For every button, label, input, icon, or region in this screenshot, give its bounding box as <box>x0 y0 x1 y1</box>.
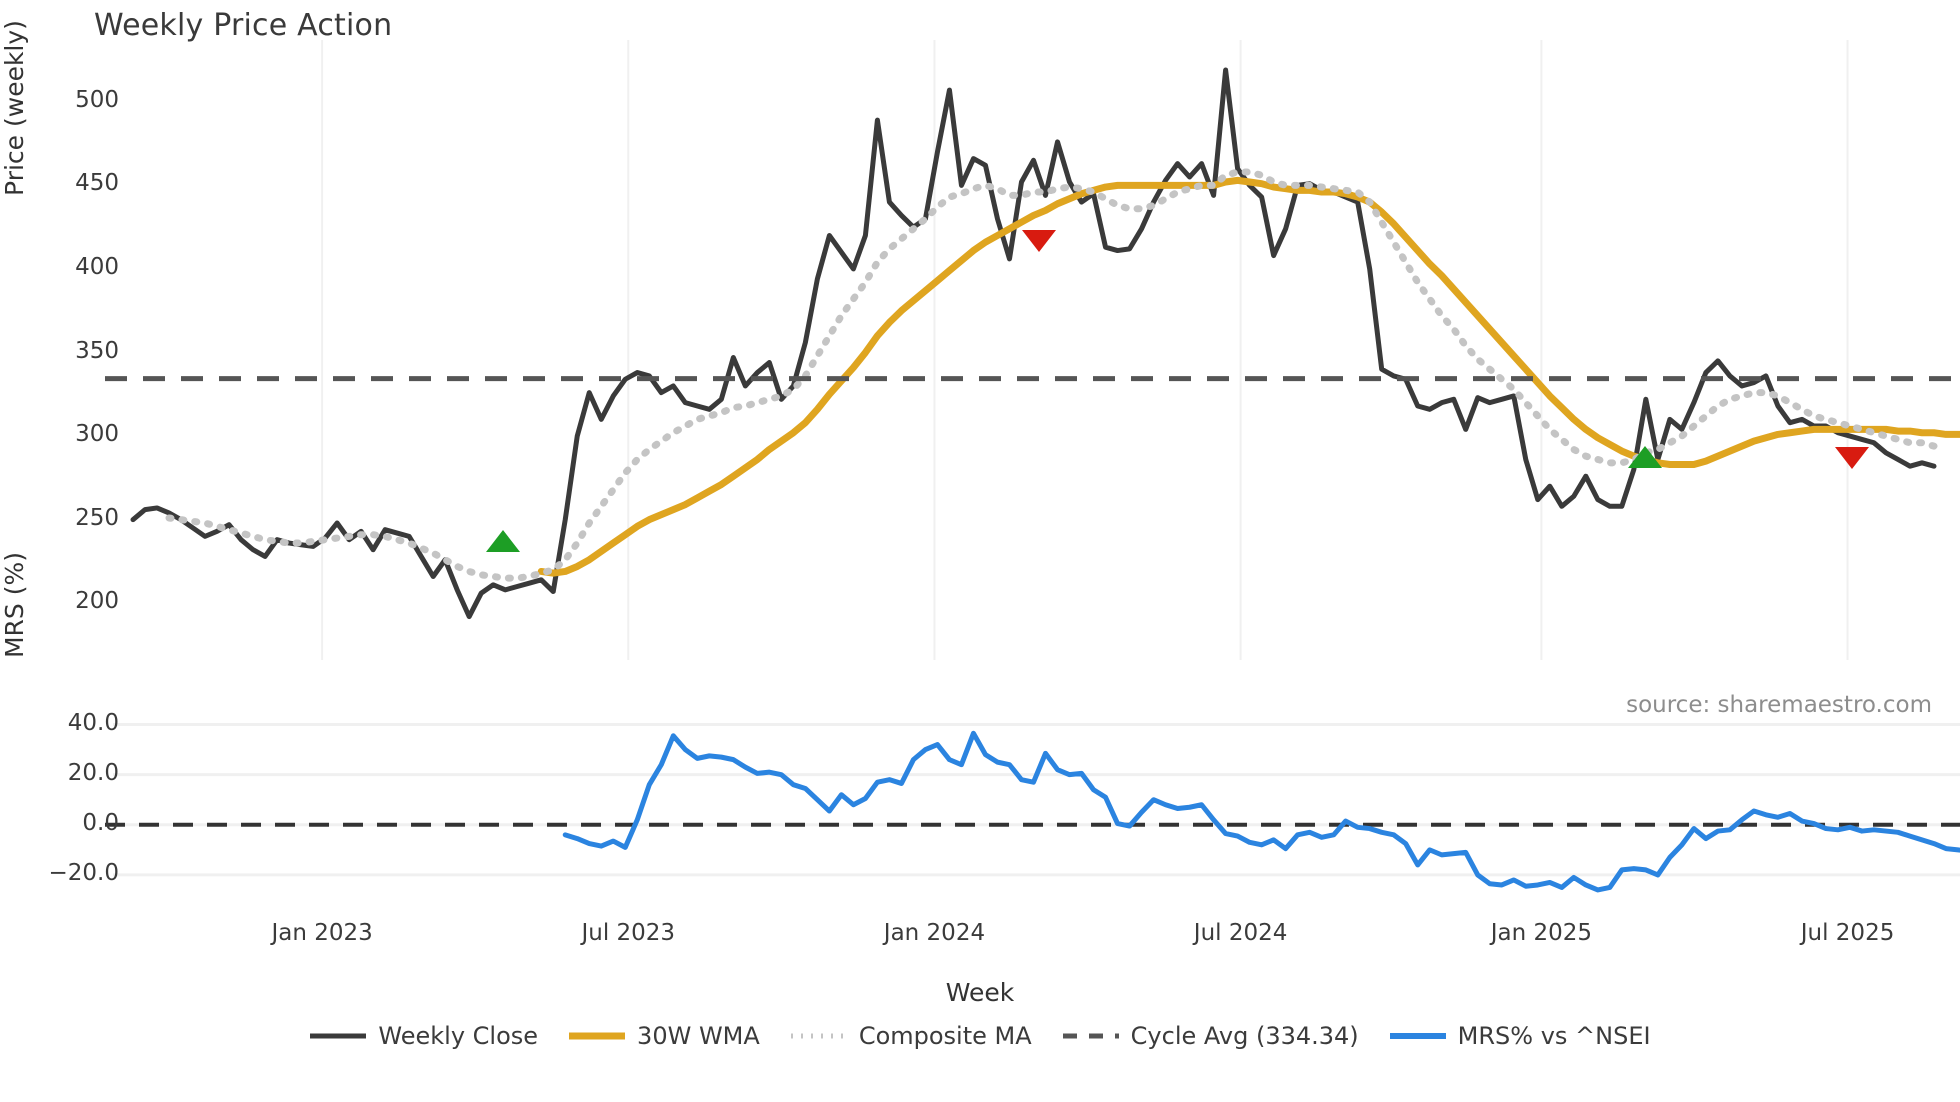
legend-swatch-icon <box>790 1025 848 1047</box>
sell-marker-2 <box>1835 447 1869 469</box>
legend-swatch-icon <box>1389 1025 1447 1047</box>
x-tick-jan-2024: Jan 2024 <box>883 920 986 946</box>
x-tick-jan-2023: Jan 2023 <box>271 920 373 946</box>
legend-swatch-icon <box>1062 1025 1120 1047</box>
legend-swatch-icon <box>568 1025 626 1047</box>
x-tick-jan-2025: Jan 2025 <box>1490 920 1593 946</box>
mrs-y-tick: 20.0 <box>67 759 119 786</box>
series-30w-wma <box>537 176 1960 577</box>
mrs-y-tick: 40.0 <box>67 709 119 736</box>
legend-label: Weekly Close <box>378 1022 539 1050</box>
sell-marker-1 <box>1022 230 1056 252</box>
legend-item-0[interactable]: Weekly Close <box>309 1022 538 1050</box>
legend-label: 30W WMA <box>637 1022 760 1050</box>
price-y-tick: 400 <box>75 253 119 280</box>
chart-legend: Weekly Close 30W WMA Composite MA Cycle Avg… <box>0 1022 1960 1050</box>
legend-item-2[interactable]: Composite MA <box>790 1022 1032 1050</box>
price-y-tick: 350 <box>75 337 119 364</box>
price-y-tick: 300 <box>75 421 119 448</box>
mrs-y-tick: 0.0 <box>82 809 119 836</box>
x-tick-jul-2024: Jul 2024 <box>1193 920 1288 946</box>
legend-label: Composite MA <box>858 1022 1032 1050</box>
x-axis-label: Week <box>945 978 1015 1007</box>
price-panel <box>105 67 1960 620</box>
page-title: Weekly Price Action <box>94 8 393 43</box>
plot-canvas <box>105 40 1960 893</box>
x-tick-jul-2023: Jul 2023 <box>581 920 676 946</box>
legend-item-1[interactable]: 30W WMA <box>568 1022 760 1050</box>
price-y-tick: 250 <box>75 504 119 531</box>
buy-marker-1 <box>486 530 520 552</box>
legend-label: MRS% vs ^NSEI <box>1457 1022 1651 1050</box>
buy-marker-2 <box>1628 446 1662 468</box>
price-y-tick: 500 <box>75 86 119 113</box>
series-weekly-close <box>130 67 1937 620</box>
price-y-tick: 200 <box>75 588 119 615</box>
legend-item-4[interactable]: MRS% vs ^NSEI <box>1389 1022 1651 1050</box>
source-watermark: source: sharemaestro.com <box>1626 692 1932 718</box>
legend-item-3[interactable]: Cycle Avg (334.34) <box>1062 1022 1359 1050</box>
x-tick-jul-2025: Jul 2025 <box>1800 920 1895 946</box>
series-mrs-percent <box>562 730 1960 893</box>
mrs-panel <box>105 730 1960 893</box>
price-y-tick: 450 <box>75 170 119 197</box>
mrs-y-tick: −20.0 <box>48 859 119 886</box>
legend-label: Cycle Avg (334.34) <box>1130 1022 1359 1050</box>
legend-swatch-icon <box>309 1025 367 1047</box>
signal-markers <box>486 230 1869 552</box>
